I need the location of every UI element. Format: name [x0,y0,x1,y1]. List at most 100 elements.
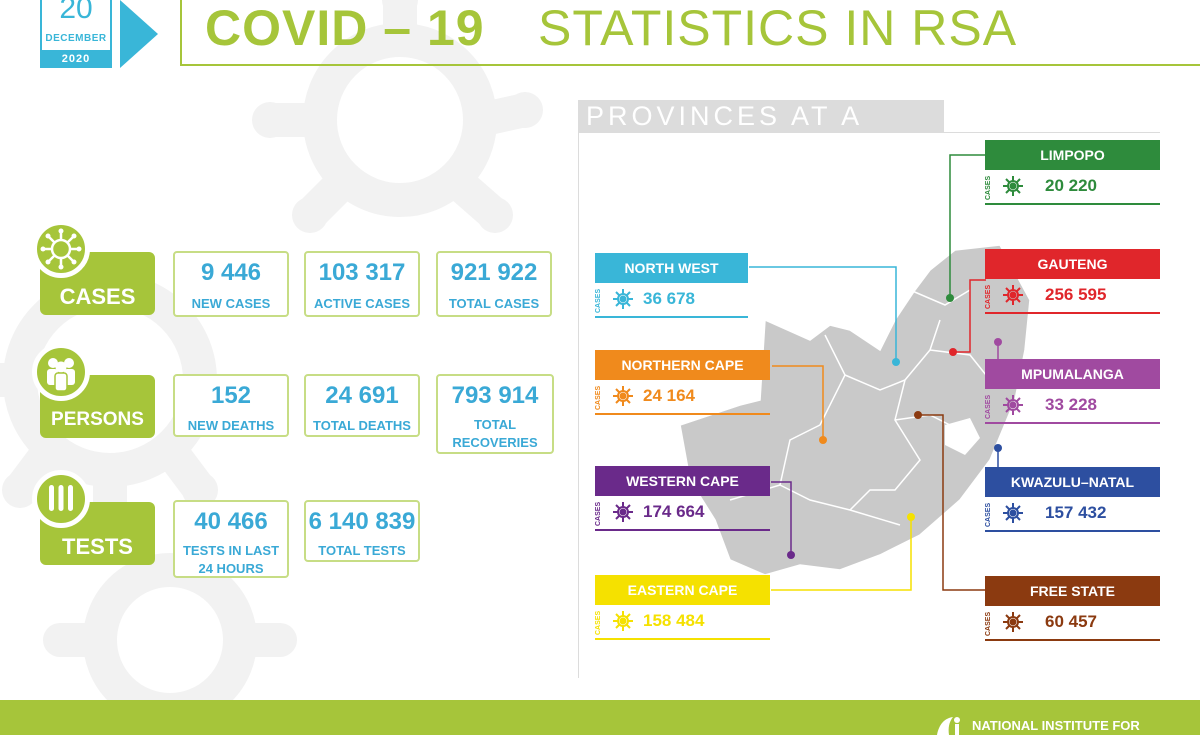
stat-label: NEW CASES [191,296,271,311]
province-name: GAUTENG [985,249,1160,279]
category-label: TESTS [62,534,133,559]
province-name: MPUMALANGA [985,359,1160,389]
date-year: 2020 [40,50,112,68]
stat-value: 152 [210,382,252,409]
stat-label: ACTIVE CASES [313,296,411,311]
stat-new-cases: 9 446 NEW CASES [173,251,289,317]
stat-label: TOTAL CASES [448,296,540,311]
province-card: GAUTENG CASES 256 595 [985,249,1160,314]
province-underline [985,203,1160,205]
province-card: WESTERN CAPE CASES 174 664 [595,466,770,531]
nicd-logo-icon [937,717,960,735]
province-card: MPUMALANGA CASES 33 228 [985,359,1160,424]
province-name: NORTHERN CAPE [595,350,770,380]
footer-bar [0,700,1200,735]
arrow-right-icon [120,0,158,68]
divider [578,132,579,678]
divider [944,132,1160,133]
date-day: 20 [59,0,93,25]
stat-total-tests: 6 140 839 TOTAL TESTS [304,500,420,562]
province-cases-value: 158 484 [643,611,705,630]
stat-value: 793 914 [451,382,539,409]
people-icon [32,343,90,401]
province-card: EASTERN CAPE CASES 158 484 [595,575,770,640]
date-month: DECEMBER [45,33,107,44]
stat-total-recoveries: 793 914 TOTAL RECOVERIES [436,374,554,454]
cases-label: CASES [595,288,602,313]
test-tubes-icon [32,470,90,528]
stat-label-line1: TESTS IN LAST [182,543,280,558]
cases-label: CASES [985,175,992,200]
date-badge: 20 DECEMBER 2020 [40,0,112,68]
stat-label: TOTAL TESTS [318,543,406,558]
virus-icon [611,384,635,408]
stat-value: 921 922 [450,259,538,286]
virus-icon [1001,174,1025,198]
virus-icon [1001,610,1025,634]
page-title-light: STATISTICS IN RSA [538,0,1018,56]
province-name: KWAZULU–NATAL [985,467,1160,497]
province-underline [985,312,1160,314]
stat-label: TOTAL DEATHS [313,418,411,433]
province-card: NORTHERN CAPE CASES 24 164 [595,350,770,415]
province-cases-value: 256 595 [1045,285,1107,304]
stat-value: 6 140 839 [308,508,416,535]
province-name: NORTH WEST [595,253,748,283]
stat-label-line2: 24 HOURS [198,561,264,576]
province-underline [595,529,770,531]
virus-icon [1001,283,1025,307]
category-label: CASES [59,284,136,309]
virus-icon [32,220,90,278]
stat-total-cases: 921 922 TOTAL CASES [436,251,552,317]
province-cases-value: 174 664 [643,502,705,521]
province-cases-value: 24 164 [643,386,695,405]
province-cases-value: 33 228 [1045,395,1097,414]
province-name: WESTERN CAPE [595,466,770,496]
province-cases-value: 157 432 [1045,503,1107,522]
province-card: LIMPOPO CASES 20 220 [985,140,1160,205]
province-card: FREE STATE CASES 60 457 [985,576,1160,641]
province-name: LIMPOPO [985,140,1160,170]
stat-label-line1: TOTAL [473,417,517,432]
stat-active-cases: 103 317 ACTIVE CASES [304,251,420,317]
stat-label-line2: RECOVERIES [452,435,538,450]
cases-label: CASES [985,284,992,309]
stat-value: 40 466 [194,508,268,535]
province-underline [595,638,770,640]
provinces-header: PROVINCES AT A GLANCE [578,100,944,164]
cases-label: CASES [595,501,602,526]
category-label: PERSONS [51,409,144,430]
stat-total-deaths: 24 691 TOTAL DEATHS [304,374,420,437]
stat-value: 103 317 [318,259,406,286]
page-title-bold: COVID – 19 [205,0,485,56]
virus-icon [611,609,635,633]
province-card: KWAZULU–NATAL CASES 157 432 [985,467,1160,532]
province-name: EASTERN CAPE [595,575,770,605]
cases-label: CASES [595,385,602,410]
province-card: NORTH WEST CASES 36 678 [595,253,748,318]
virus-icon [611,500,635,524]
stat-value: 24 691 [325,382,399,409]
province-cases-value: 20 220 [1045,176,1097,195]
virus-icon [611,287,635,311]
province-underline [985,530,1160,532]
virus-icon [1001,501,1025,525]
stat-tests-last-24h: 40 466 TESTS IN LAST 24 HOURS [173,500,289,578]
province-cases-value: 36 678 [643,289,695,308]
province-cases-value: 60 457 [1045,612,1097,631]
province-underline [595,316,748,318]
stat-value: 9 446 [200,259,262,286]
province-underline [985,639,1160,641]
title-frame [180,0,1200,66]
cases-label: CASES [595,610,602,635]
cases-label: CASES [985,502,992,527]
province-connectors [749,154,1002,591]
cases-label: CASES [985,394,992,419]
province-name: FREE STATE [985,576,1160,606]
stat-label: NEW DEATHS [187,418,275,433]
cases-label: CASES [985,611,992,636]
stat-new-deaths: 152 NEW DEATHS [173,374,289,437]
footer-org: NATIONAL INSTITUTE FOR [972,718,1140,733]
virus-icon [1001,393,1025,417]
province-underline [595,413,770,415]
